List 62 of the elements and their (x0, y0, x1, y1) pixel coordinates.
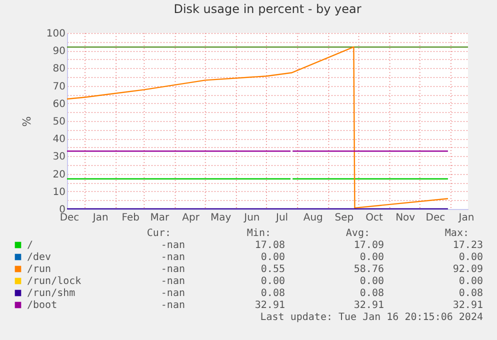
chart-title: Disk usage in percent - by year (174, 2, 362, 16)
legend-label: /boot (27, 300, 58, 311)
text: -nan (160, 264, 185, 275)
line-series (66, 46, 449, 209)
legend-label: /run/lock (27, 276, 82, 287)
text: 0.00 (360, 276, 384, 287)
text: 32.91 (354, 300, 384, 311)
text: 0.55 (260, 264, 285, 275)
text: -nan (160, 276, 185, 287)
y-tick-label: 10 (52, 186, 66, 198)
x-tick-label: Jul (274, 212, 288, 224)
text: 0.00 (458, 276, 483, 287)
text: 0.00 (260, 252, 285, 263)
text: 58.76 (354, 264, 384, 275)
text: 0.00 (260, 276, 285, 287)
x-tick-label: Oct (366, 212, 383, 224)
legend-label: / (27, 240, 34, 251)
text: 17.08 (254, 240, 285, 251)
y-tick-label: 40 (52, 134, 66, 146)
x-tick-label: Jan (92, 212, 108, 224)
text: 32.91 (254, 300, 285, 311)
text: Cur: (146, 228, 171, 239)
x-tick-label: Jan (458, 212, 474, 224)
x-tick-label: May (210, 212, 232, 224)
y-axis-title: % (20, 116, 34, 127)
x-tick-label: Sep (334, 212, 354, 224)
text: 17.09 (354, 240, 384, 251)
text: 92.09 (452, 264, 483, 275)
text: Last update: Tue Jan 16 20:15:06 2024 (260, 312, 483, 323)
text: Avg: (346, 228, 370, 239)
legend-label: /run/shm (27, 288, 76, 299)
text: 32.91 (452, 300, 483, 311)
y-tick-label: 80 (52, 64, 66, 75)
y-tick-label: 30 (52, 152, 66, 163)
text: 17.23 (452, 240, 483, 251)
text: -nan (160, 240, 185, 251)
x-tick-label: Apr (182, 212, 200, 224)
legend-label: /dev (27, 252, 52, 263)
x-tick-label: Dec (60, 212, 80, 224)
text: 0.08 (360, 288, 384, 299)
x-tick-label: Jun (243, 212, 260, 224)
text: 0.00 (458, 252, 483, 263)
y-tick-label: 90 (52, 46, 66, 58)
x-tick-label: Mar (150, 212, 170, 224)
text: Max: (444, 228, 469, 239)
x-tick-label: Feb (122, 212, 140, 224)
text: -nan (160, 300, 185, 311)
legend-label: /run (27, 264, 52, 275)
text: 0.08 (260, 288, 285, 299)
y-tick-label: 50 (52, 116, 66, 128)
x-tick-label: Dec (426, 212, 446, 224)
text: -nan (160, 252, 185, 263)
text: 0.08 (458, 288, 483, 299)
text: Min: (246, 228, 271, 239)
x-tick-label: Aug (303, 212, 323, 224)
y-tick-label: 60 (52, 98, 66, 110)
x-tick-label: Nov (396, 212, 416, 224)
text: -nan (160, 288, 185, 299)
text: 0.00 (360, 252, 384, 263)
y-tick-label: 100 (46, 28, 66, 40)
y-tick-label: 70 (52, 81, 66, 92)
y-tick-label: 20 (52, 169, 66, 180)
